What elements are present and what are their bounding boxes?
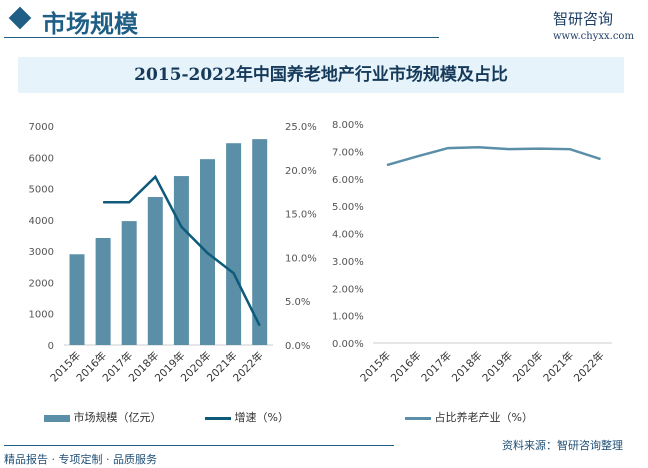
x-tick-label: 2015年: [358, 349, 394, 385]
x-tick-label: 2022年: [571, 349, 607, 385]
logo: 智研咨询: [553, 10, 614, 28]
y-tick: 8.00%: [332, 120, 364, 131]
x-tick-label: 2018年: [449, 349, 485, 385]
bar: [69, 254, 85, 345]
y-tick-left: 4000: [29, 216, 54, 227]
legend-label: 占比养老产业（%）: [434, 411, 533, 424]
y-tick-right: 25.0%: [285, 122, 317, 133]
chart-title: 2015-2022年中国养老地产行业市场规模及占比: [134, 65, 508, 85]
y-tick-left: 7000: [29, 122, 54, 133]
y-tick-right: 5.0%: [285, 297, 310, 308]
footer-slogan: 精品报告 · 专项定制 · 品质服务: [4, 453, 157, 466]
x-tick-label: 2019年: [480, 349, 516, 385]
bar: [252, 139, 268, 345]
y-tick-right: 10.0%: [285, 253, 317, 264]
y-tick-right: 20.0%: [285, 166, 317, 177]
x-tick-label: 2021年: [541, 349, 577, 385]
legend-swatch: [44, 414, 70, 422]
y-tick: 0.00%: [332, 339, 364, 350]
y-tick: 2.00%: [332, 284, 364, 295]
bar: [147, 197, 163, 345]
y-tick-left: 1000: [29, 310, 54, 321]
y-tick-left: 3000: [29, 247, 54, 258]
bar: [173, 176, 189, 345]
y-tick-left: 5000: [29, 185, 54, 196]
header-divider: [4, 37, 439, 38]
bar: [121, 221, 137, 345]
legend-growth: 增速（%）: [205, 409, 289, 425]
y-tick: 7.00%: [332, 147, 364, 158]
y-tick-right: 0.0%: [285, 341, 310, 352]
y-tick: 6.00%: [332, 175, 364, 186]
y-tick: 4.00%: [332, 230, 364, 241]
y-tick-left: 0: [48, 341, 54, 352]
footer-divider: [4, 445, 394, 446]
legend-label: 市场规模（亿元）: [73, 411, 162, 424]
bar: [95, 238, 111, 345]
legend-swatch: [405, 416, 431, 420]
title-bar: [18, 57, 624, 93]
source-note: 资料来源：智研咨询整理: [502, 439, 623, 452]
bar: [226, 143, 242, 345]
x-tick-label: 2020年: [510, 349, 546, 385]
x-tick-label: 2016年: [388, 349, 424, 385]
section-title: 市场规模: [42, 10, 138, 38]
legend-label: 增速（%）: [234, 411, 289, 424]
x-tick-label: 2017年: [419, 349, 455, 385]
y-tick-left: 2000: [29, 278, 54, 289]
y-tick: 5.00%: [332, 202, 364, 213]
site-url: www.chyxx.com: [553, 31, 634, 42]
y-tick-left: 6000: [29, 153, 54, 164]
y-tick-right: 15.0%: [285, 210, 317, 221]
legend-swatch: [205, 416, 231, 420]
share-line: [386, 146, 601, 167]
y-tick: 3.00%: [332, 257, 364, 268]
legend-market-size: 市场规模（亿元）: [44, 409, 162, 425]
y-tick: 1.00%: [332, 312, 364, 323]
legend-share: 占比养老产业（%）: [405, 409, 533, 425]
